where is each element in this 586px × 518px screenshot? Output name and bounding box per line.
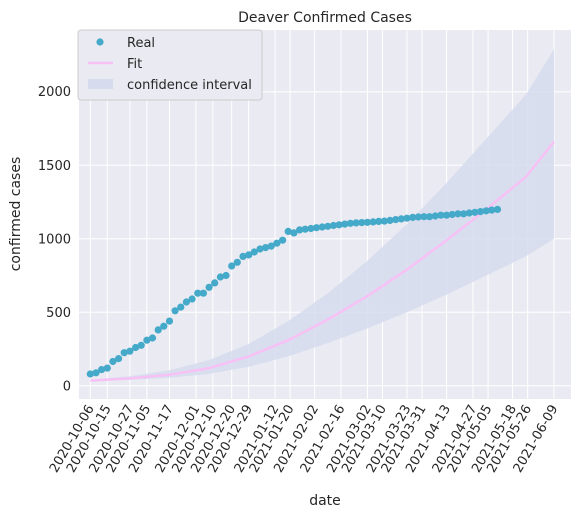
- real-data-point: [409, 213, 417, 221]
- real-data-point: [222, 271, 230, 280]
- real-data-point: [216, 273, 224, 281]
- real-data-point: [273, 239, 281, 247]
- real-data-point: [493, 205, 502, 213]
- chart-title: Deaver Confirmed Cases: [238, 10, 412, 26]
- legend-band-label: confidence interval: [127, 78, 252, 93]
- real-data-point: [290, 229, 298, 237]
- real-data-point: [245, 251, 253, 259]
- real-data-point: [86, 370, 94, 378]
- real-data-point: [250, 248, 258, 256]
- real-data-point: [199, 289, 207, 297]
- real-data-point: [369, 218, 377, 226]
- legend-real-marker: [96, 38, 104, 46]
- real-data-point: [363, 218, 371, 226]
- real-data-point: [397, 215, 405, 223]
- real-data-point: [233, 258, 241, 266]
- y-tick-label: 1500: [38, 159, 71, 174]
- real-data-point: [392, 216, 400, 224]
- real-data-point: [120, 349, 128, 357]
- real-data-point: [103, 364, 111, 372]
- y-tick-label: 500: [46, 306, 71, 321]
- confidence-band: [90, 49, 555, 382]
- real-data-point: [460, 210, 468, 218]
- real-data-point: [380, 217, 388, 225]
- real-data-point: [188, 295, 196, 303]
- real-data-point: [312, 224, 321, 232]
- real-data-point: [256, 245, 264, 253]
- real-data-point: [318, 223, 326, 231]
- real-data-point: [165, 317, 174, 325]
- confidence-interval-band: [90, 49, 555, 382]
- real-data-point: [454, 210, 462, 218]
- real-data-point: [137, 341, 145, 349]
- real-data-point: [126, 347, 134, 355]
- y-tick-label: 2000: [38, 85, 71, 100]
- real-data-point: [476, 208, 485, 216]
- real-data-point: [171, 307, 179, 315]
- real-data-point: [420, 213, 428, 221]
- real-data-point: [148, 334, 157, 342]
- y-axis-label: confirmed cases: [8, 157, 24, 272]
- real-data-point: [335, 221, 343, 229]
- x-axis-label: date: [309, 493, 341, 509]
- real-data-point: [177, 303, 185, 311]
- real-data-point: [98, 366, 106, 374]
- legend-real-label: Real: [127, 36, 155, 51]
- real-data-point: [92, 369, 100, 377]
- real-data-point: [482, 207, 490, 215]
- real-data-point: [109, 357, 117, 366]
- real-data-point: [115, 355, 123, 363]
- legend-band-swatch: [88, 79, 113, 89]
- legend: Real Fit confidence interval: [77, 29, 263, 101]
- real-data-point: [375, 217, 383, 225]
- legend-box: [77, 29, 263, 101]
- real-data-point: [279, 236, 287, 244]
- real-data-point: [471, 208, 479, 216]
- real-data-point: [431, 212, 439, 220]
- y-tick-labels: 0 500 1000 1500 2000: [38, 85, 71, 394]
- real-data-point: [239, 252, 247, 260]
- real-data-point: [211, 279, 219, 287]
- real-data-point: [329, 221, 338, 230]
- real-data-point: [296, 226, 304, 234]
- real-points: [86, 205, 502, 378]
- real-data-point: [488, 206, 496, 214]
- real-data-point: [352, 219, 360, 227]
- real-data-point: [386, 216, 394, 224]
- real-data-point: [358, 219, 366, 227]
- real-data-point: [414, 213, 422, 221]
- real-data-point: [143, 336, 151, 344]
- real-data-point: [160, 322, 168, 330]
- real-data-point: [154, 326, 162, 334]
- real-data-point: [284, 227, 292, 235]
- real-data-point: [426, 213, 434, 221]
- real-data-point: [307, 224, 315, 233]
- y-tick-label: 0: [63, 379, 71, 394]
- x-tick-labels: 2020-10-062020-10-152020-10-272020-11-05…: [47, 402, 561, 475]
- real-data-point: [443, 211, 451, 219]
- real-data-point: [228, 262, 236, 270]
- real-data-point: [403, 214, 411, 222]
- real-data-point: [262, 244, 270, 252]
- real-data-point: [465, 209, 473, 217]
- real-data-point: [448, 210, 456, 219]
- legend-fit-label: Fit: [127, 57, 142, 72]
- real-data-point: [194, 289, 202, 297]
- real-data-point: [301, 225, 309, 233]
- real-data-point: [267, 242, 275, 250]
- y-tick-label: 1000: [38, 232, 71, 247]
- real-data-point: [324, 222, 332, 230]
- real-data-point: [182, 298, 190, 306]
- real-data-point: [437, 211, 445, 219]
- real-data-point: [346, 219, 354, 227]
- real-data-point: [341, 220, 349, 228]
- real-data-point: [205, 283, 213, 291]
- real-data-point: [132, 343, 140, 352]
